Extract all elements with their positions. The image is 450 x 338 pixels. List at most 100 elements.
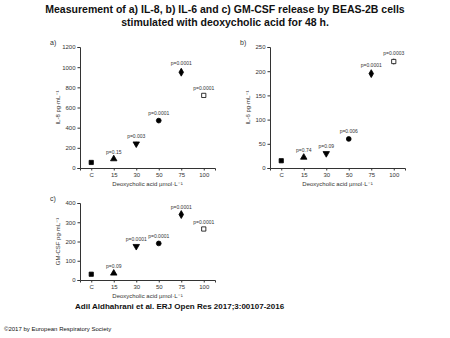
tick: 200 bbox=[255, 69, 270, 75]
tick-label: 800 bbox=[65, 85, 76, 91]
tick: 150 bbox=[255, 93, 270, 99]
tick-mark bbox=[181, 168, 182, 171]
tick-label: 100 bbox=[389, 172, 400, 178]
point bbox=[279, 159, 283, 163]
y-axis: 0100200300400 bbox=[65, 200, 80, 283]
copyright: ©2017 by European Respiratory Society bbox=[4, 326, 111, 332]
title: Measurement of a) IL-8, b) IL-6 and c) G… bbox=[45, 3, 405, 28]
tick-mark bbox=[326, 168, 327, 171]
tick: 50 bbox=[156, 280, 163, 290]
p-value: p=0.15 bbox=[106, 149, 122, 155]
tick-label: 75 bbox=[178, 172, 185, 178]
p-value: p=0.0001 bbox=[126, 236, 147, 242]
tick-label: 50 bbox=[156, 284, 163, 290]
tick-mark bbox=[78, 222, 81, 223]
tick: 30 bbox=[323, 168, 330, 178]
tick-mark bbox=[91, 168, 92, 171]
tick-mark bbox=[78, 67, 81, 68]
x-axis: C15305075100 bbox=[271, 168, 406, 178]
tick: 30 bbox=[133, 280, 140, 290]
tick-mark bbox=[349, 168, 350, 171]
axis-line bbox=[81, 169, 216, 171]
point bbox=[111, 270, 117, 276]
tick-label: 0 bbox=[72, 165, 76, 171]
tick-mark bbox=[78, 261, 81, 262]
tick-label: 100 bbox=[255, 117, 266, 123]
tick-mark bbox=[136, 168, 137, 171]
point bbox=[369, 70, 374, 78]
panel: 050100150200250C15305075100Deoxycholic a… bbox=[240, 39, 406, 187]
tick-label: 200 bbox=[65, 239, 76, 245]
point bbox=[346, 137, 351, 142]
point bbox=[323, 152, 329, 158]
tick: 30 bbox=[133, 168, 140, 178]
tick-label: 75 bbox=[178, 284, 185, 290]
p-value: p=0.09 bbox=[106, 263, 122, 269]
panel-label: a) bbox=[50, 39, 56, 47]
tick-label: 200 bbox=[255, 69, 266, 75]
tick-mark bbox=[304, 168, 305, 171]
tick-mark bbox=[114, 168, 115, 171]
tick: 15 bbox=[111, 280, 118, 290]
tick-mark bbox=[78, 108, 81, 109]
tick-mark bbox=[78, 47, 81, 48]
tick-mark bbox=[204, 280, 205, 283]
plot-area bbox=[89, 68, 206, 164]
axis-line bbox=[271, 169, 406, 171]
axis-line bbox=[81, 281, 216, 283]
tick-label: 100 bbox=[199, 284, 210, 290]
p-value: p=0.0001 bbox=[361, 62, 382, 68]
tick: 75 bbox=[178, 168, 185, 178]
x-axis-title: Deoxycholic acid µmol·L⁻¹ bbox=[112, 293, 182, 299]
tick: 400 bbox=[65, 125, 80, 131]
y-axis-title: IL-6 pg·mL⁻¹ bbox=[245, 90, 251, 124]
tick: 100 bbox=[199, 280, 210, 290]
axis-line bbox=[268, 48, 271, 169]
tick-mark bbox=[78, 87, 81, 88]
tick: 800 bbox=[65, 85, 80, 91]
point bbox=[156, 241, 161, 246]
tick: 75 bbox=[178, 280, 185, 290]
tick: 100 bbox=[199, 168, 210, 178]
panel: 020040060080010001200C15305075100Deoxych… bbox=[50, 39, 216, 187]
tick-label: 400 bbox=[65, 200, 76, 206]
point bbox=[179, 68, 184, 76]
p-value: p=0.0001 bbox=[193, 219, 214, 225]
tick-mark bbox=[114, 280, 115, 283]
tick-label: 50 bbox=[156, 172, 163, 178]
tick: 200 bbox=[65, 239, 80, 245]
tick-mark bbox=[204, 168, 205, 171]
tick-label: 15 bbox=[111, 284, 118, 290]
p-value: p=0.0001 bbox=[148, 110, 169, 116]
p-value: p=0.006 bbox=[340, 128, 358, 134]
p-value: p=0.003 bbox=[127, 133, 145, 139]
p-value: p=0.74 bbox=[296, 147, 312, 153]
citation: Adil Aldhahrani et al. ERJ Open Res 2017… bbox=[75, 302, 285, 311]
tick: 50 bbox=[156, 168, 163, 178]
tick: 300 bbox=[65, 220, 80, 226]
tick-label: 150 bbox=[255, 93, 266, 99]
p-value: p=0.0001 bbox=[171, 60, 192, 66]
x-axis: C 15 30 50 75 100 bbox=[81, 168, 216, 178]
tick-mark bbox=[281, 168, 282, 171]
tick: 400 bbox=[65, 200, 80, 206]
tick: 50 bbox=[346, 168, 353, 178]
tick-mark bbox=[268, 168, 271, 169]
tick-label: 600 bbox=[65, 105, 76, 111]
axis-line bbox=[78, 48, 81, 169]
tick-label: 30 bbox=[323, 172, 330, 178]
tick: 600 bbox=[65, 105, 80, 111]
tick-label: 15 bbox=[111, 172, 118, 178]
point bbox=[392, 59, 396, 63]
point bbox=[202, 227, 206, 231]
y-axis: 050100150200250 bbox=[255, 44, 270, 171]
tick-label: C bbox=[90, 284, 95, 290]
tick-label: 200 bbox=[65, 145, 76, 151]
point bbox=[179, 211, 184, 219]
tick: 15 bbox=[111, 168, 118, 178]
tick-label: C bbox=[90, 172, 95, 178]
tick-label: 250 bbox=[255, 44, 266, 50]
tick: 100 bbox=[389, 168, 400, 178]
panel-label: b) bbox=[240, 39, 246, 47]
tick: C bbox=[90, 168, 95, 178]
